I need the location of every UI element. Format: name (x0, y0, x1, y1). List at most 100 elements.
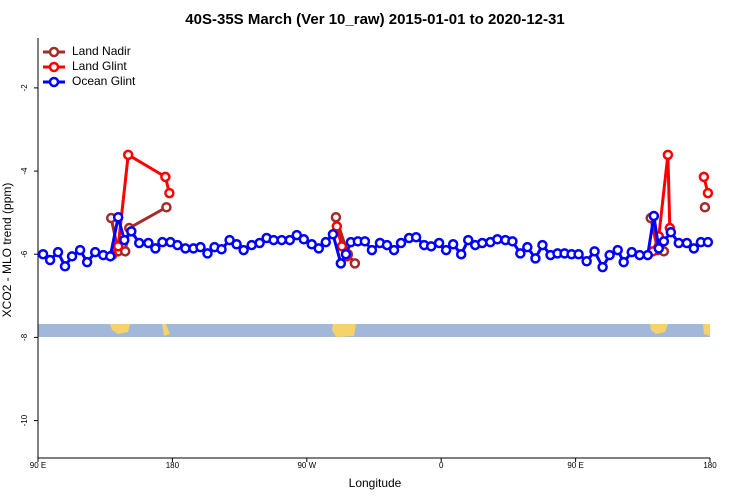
point (89, 246, 101, 258)
point (37, 248, 49, 260)
point (157, 236, 168, 248)
point (330, 211, 342, 223)
point (238, 244, 249, 256)
point (492, 234, 503, 245)
point (298, 234, 310, 245)
point (634, 249, 645, 261)
point (589, 246, 600, 257)
point (133, 237, 145, 249)
x-tick-label: 180 (166, 461, 180, 470)
ocean-band (38, 324, 710, 337)
point (335, 258, 347, 269)
legend-marker (48, 76, 60, 88)
point (447, 239, 459, 250)
point (126, 226, 137, 237)
point (433, 237, 445, 249)
point (81, 256, 93, 268)
point (597, 261, 608, 273)
point (44, 254, 56, 266)
legend-marker (48, 61, 60, 73)
point (507, 236, 518, 247)
point (349, 258, 361, 269)
land (650, 324, 668, 334)
point (388, 244, 400, 256)
point (699, 201, 711, 213)
x-tick-label: 90 W (297, 461, 316, 470)
point (653, 243, 665, 254)
point (119, 246, 131, 257)
y-axis-label: XCO2 - MLO trend (ppm) (0, 183, 14, 318)
point (331, 221, 343, 232)
point (52, 246, 64, 258)
y-tick-label: -4 (20, 167, 29, 175)
x-tick-label: 90 E (30, 461, 46, 470)
point (648, 210, 660, 222)
point (143, 237, 154, 249)
x-tick-label: 180 (703, 461, 717, 470)
point (231, 239, 242, 250)
point (105, 251, 116, 262)
point (359, 236, 371, 247)
legend-label: Land Glint (72, 59, 127, 73)
point (340, 248, 352, 260)
point (665, 226, 677, 238)
point (66, 251, 78, 262)
point (612, 244, 623, 256)
point (455, 248, 467, 260)
land (162, 324, 170, 336)
point (537, 239, 548, 251)
point (74, 244, 86, 256)
point (530, 253, 541, 264)
legend-marker (48, 46, 60, 58)
x-tick-label: 0 (439, 461, 444, 470)
y-tick-label: -8 (20, 333, 29, 341)
point (581, 256, 592, 267)
point (395, 237, 407, 249)
chart-title: 40S-35S March (Ver 10_raw) 2015-01-01 to… (185, 11, 564, 28)
point (477, 237, 488, 249)
point (313, 243, 324, 254)
point (702, 187, 714, 199)
point (440, 244, 452, 256)
point (681, 237, 693, 249)
point (119, 234, 130, 246)
point (642, 249, 653, 261)
point (112, 241, 124, 252)
legend-label: Land Nadir (72, 44, 131, 58)
point (688, 243, 700, 254)
point (702, 236, 714, 248)
point (284, 234, 296, 246)
point (112, 211, 124, 223)
point (336, 241, 348, 252)
point (522, 241, 533, 253)
point (268, 234, 279, 246)
point (202, 248, 213, 259)
point (698, 171, 710, 183)
land (332, 324, 356, 337)
point (515, 248, 526, 259)
point (59, 261, 71, 272)
point (150, 243, 161, 254)
point (180, 243, 191, 254)
land (703, 324, 710, 336)
point (254, 237, 265, 249)
x-axis-label: Longitude (349, 476, 402, 490)
legend-label: Ocean Glint (72, 74, 136, 88)
point (673, 237, 685, 249)
point (216, 243, 227, 255)
point (462, 234, 474, 246)
point (573, 248, 584, 260)
y-tick-label: -2 (20, 84, 29, 92)
point (662, 149, 674, 161)
point (161, 201, 172, 213)
point (276, 234, 287, 246)
point (195, 241, 206, 253)
point (366, 244, 378, 256)
land (110, 324, 130, 334)
y-tick-label: -10 (20, 414, 29, 426)
point (658, 236, 670, 247)
point (618, 256, 629, 268)
point (410, 231, 422, 243)
point (160, 171, 171, 183)
